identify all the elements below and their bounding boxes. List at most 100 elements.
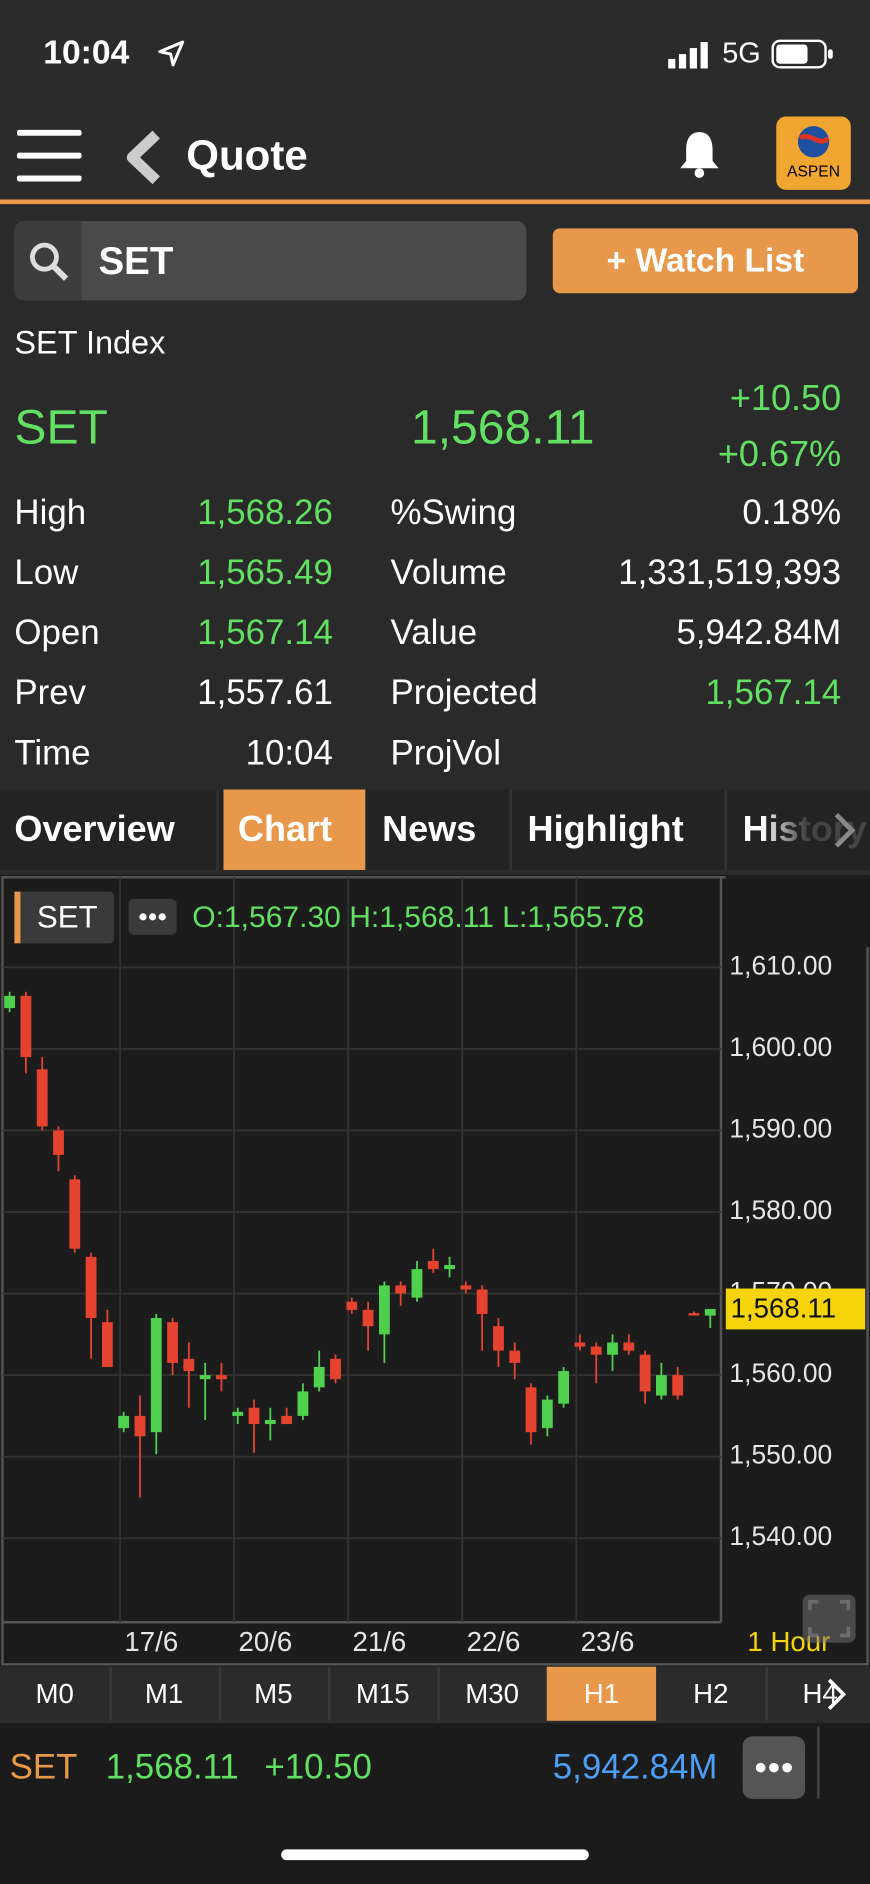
footer-last: 1,568.11 <box>105 1748 239 1787</box>
stat-value: 5,942.84M <box>676 614 842 653</box>
network: 5G <box>722 37 761 70</box>
timeframe[interactable]: M0 <box>0 1666 112 1721</box>
candle-body <box>623 1342 635 1351</box>
page-title: Quote <box>186 132 308 180</box>
overlay: 1,540.001,550.001,560.001,570.001,580.00… <box>124 950 866 1657</box>
timeframe[interactable]: M1 <box>109 1666 222 1721</box>
tab-active[interactable]: Chart <box>223 789 366 871</box>
last-price-label: 1,568.11 <box>731 1292 836 1323</box>
stat-value: 1,557.61 <box>197 674 333 713</box>
timeframe[interactable]: H1 <box>546 1666 657 1721</box>
status-time: 10:04 <box>43 33 130 71</box>
candle-body <box>411 1269 423 1298</box>
symbol-tag-marker <box>14 891 21 944</box>
stat-label: Value <box>390 614 478 653</box>
stat-value: 1,567.14 <box>197 614 333 653</box>
fullscreen-icon[interactable] <box>802 1594 856 1643</box>
candle-body <box>672 1375 684 1396</box>
timeframe-bar <box>0 1666 870 1721</box>
back-icon[interactable] <box>123 130 164 185</box>
last-price-box <box>725 1288 866 1330</box>
candle-body <box>346 1301 358 1310</box>
y-tick-label: 1,600.00 <box>729 1032 832 1062</box>
y-tick-label: 1,550.00 <box>729 1440 832 1470</box>
grid <box>2 877 721 1623</box>
symbol-tag[interactable] <box>14 891 115 944</box>
candle-body <box>493 1326 504 1351</box>
tab-scroll-arrow[interactable] <box>829 811 858 849</box>
candle-body <box>590 1346 602 1355</box>
candle-body <box>248 1407 260 1425</box>
candle-body <box>509 1350 521 1363</box>
candle-body <box>362 1309 374 1327</box>
candle-body <box>150 1318 162 1433</box>
candle-body <box>4 995 16 1009</box>
stat-value: 1,565.49 <box>197 553 333 593</box>
dot <box>158 913 166 921</box>
ohlc-clip <box>725 874 870 947</box>
footer-value: 5,942.84M <box>552 1748 718 1787</box>
footer-divider <box>817 1726 820 1799</box>
watch-list-button[interactable]: + Watch List <box>552 228 858 294</box>
chart: SET O:1,567.30 H:1,568.11 L:1,565.78 1,5… <box>0 874 870 1667</box>
candle-body <box>167 1322 178 1363</box>
candle-body <box>525 1387 537 1433</box>
logo[interactable]: ASPEN <box>776 116 851 190</box>
candles <box>4 991 716 1498</box>
candle-body <box>69 1179 81 1249</box>
candle-body <box>330 1358 341 1380</box>
tab[interactable]: News <box>368 789 512 871</box>
x-tick-label: 23/6 <box>581 1626 635 1657</box>
tab[interactable]: Highlight <box>513 789 728 871</box>
logo-globe <box>797 126 830 158</box>
menu-icon[interactable] <box>16 129 82 185</box>
candle-body <box>183 1358 195 1372</box>
bell-icon[interactable] <box>677 129 723 179</box>
candle-body <box>460 1285 472 1290</box>
candle-body <box>558 1371 570 1404</box>
chart-symbol: SET <box>37 900 98 935</box>
candle-body <box>297 1391 309 1416</box>
candle-body <box>53 1130 64 1155</box>
stat-value: 1,568.26 <box>197 493 333 533</box>
timeframe[interactable]: M5 <box>219 1666 331 1721</box>
stat-label: ProjVol <box>390 734 501 773</box>
stat-value: 1,331,519,393 <box>618 553 842 593</box>
header-divider <box>0 199 870 205</box>
dot <box>149 913 157 921</box>
candle-body <box>118 1415 130 1429</box>
candle-body <box>476 1289 488 1314</box>
signal-icon <box>668 42 708 69</box>
stat-label: Time <box>14 734 91 773</box>
candle-body <box>704 1308 716 1316</box>
candle-body <box>216 1375 227 1380</box>
candle-body <box>655 1375 667 1396</box>
timeframe[interactable]: M30 <box>437 1666 550 1721</box>
search-query: SET <box>98 239 174 283</box>
stat-label: High <box>14 493 87 533</box>
candle-body <box>378 1285 390 1335</box>
chart-border <box>1 876 869 1666</box>
home-indicator <box>281 1849 589 1861</box>
timeframe-arrow[interactable] <box>822 1678 851 1712</box>
candle-body <box>688 1313 700 1316</box>
logo-text: ASPEN <box>787 162 840 181</box>
candle-body <box>232 1411 244 1416</box>
timeframe[interactable]: M15 <box>328 1666 440 1721</box>
candle-body <box>199 1375 211 1380</box>
location-icon <box>158 40 185 67</box>
footer-change: +10.50 <box>264 1748 372 1787</box>
candle-body <box>134 1415 146 1437</box>
candle-body <box>444 1265 455 1270</box>
tab[interactable]: Overview <box>0 789 219 871</box>
timeframe[interactable]: H4 <box>802 1677 838 1709</box>
stat-value: 0.18% <box>742 493 842 533</box>
quote-pct-change: +0.67% <box>717 435 842 475</box>
more-button[interactable] <box>742 1736 806 1799</box>
search-box[interactable]: SET <box>14 221 527 301</box>
y-tick-label: 1,540.00 <box>729 1521 832 1551</box>
timeframe[interactable]: H2 <box>656 1666 768 1721</box>
candle-body <box>395 1285 407 1294</box>
quote-name: SET Index <box>14 324 166 361</box>
x-tick-label: 22/6 <box>467 1626 521 1657</box>
